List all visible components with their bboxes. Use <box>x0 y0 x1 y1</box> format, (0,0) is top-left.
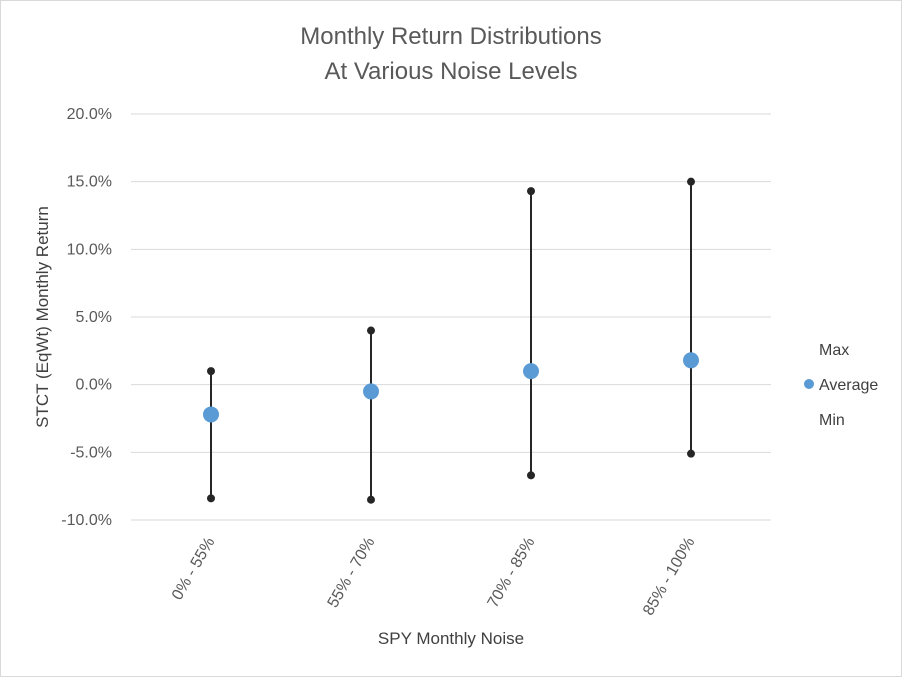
average-point <box>683 352 699 369</box>
min-point <box>367 495 375 504</box>
legend-marker-average <box>804 379 814 389</box>
max-point <box>207 367 215 376</box>
y-tick-label: 15.0% <box>67 174 112 191</box>
min-point <box>527 471 535 480</box>
range-lines <box>210 181 692 500</box>
max-point <box>527 187 535 196</box>
x-tick-label: 70% - 85% <box>485 535 539 611</box>
y-tick-label: 5.0% <box>76 309 112 326</box>
x-axis-title: SPY Monthly Noise <box>378 629 524 648</box>
average-point <box>203 406 219 423</box>
y-tick-label: 10.0% <box>67 241 112 258</box>
y-tick-label: -5.0% <box>70 444 112 461</box>
y-tick-label: -10.0% <box>61 512 112 529</box>
y-axis-title: STCT (EqWt) Monthly Return <box>33 206 52 428</box>
max-point <box>367 326 375 335</box>
x-tick-label: 0% - 55% <box>169 535 218 604</box>
average-point <box>523 363 539 380</box>
min-point <box>207 494 215 503</box>
chart-title-line-1: Monthly Return Distributions <box>300 23 601 50</box>
legend: Max Average Min <box>804 342 878 429</box>
y-tick-label: 0.0% <box>76 377 112 394</box>
legend-label-average: Average <box>819 377 878 394</box>
legend-label-min: Min <box>819 412 845 429</box>
y-tick-label: 20.0% <box>67 106 112 123</box>
average-point <box>363 383 379 400</box>
y-tick-labels: 20.0% 15.0% 10.0% 5.0% 0.0% -5.0% -10.0% <box>61 106 112 529</box>
gridlines <box>131 113 771 521</box>
x-tick-label: 85% - 100% <box>640 535 698 619</box>
data-points <box>203 177 699 504</box>
legend-label-max: Max <box>819 342 849 359</box>
max-point <box>687 177 695 186</box>
x-tick-label: 55% - 70% <box>325 535 379 611</box>
chart-title-line-2: At Various Noise Levels <box>324 58 577 85</box>
x-tick-labels: 0% - 55% 55% - 70% 70% - 85% 85% - 100% <box>169 535 698 619</box>
min-point <box>687 449 695 458</box>
